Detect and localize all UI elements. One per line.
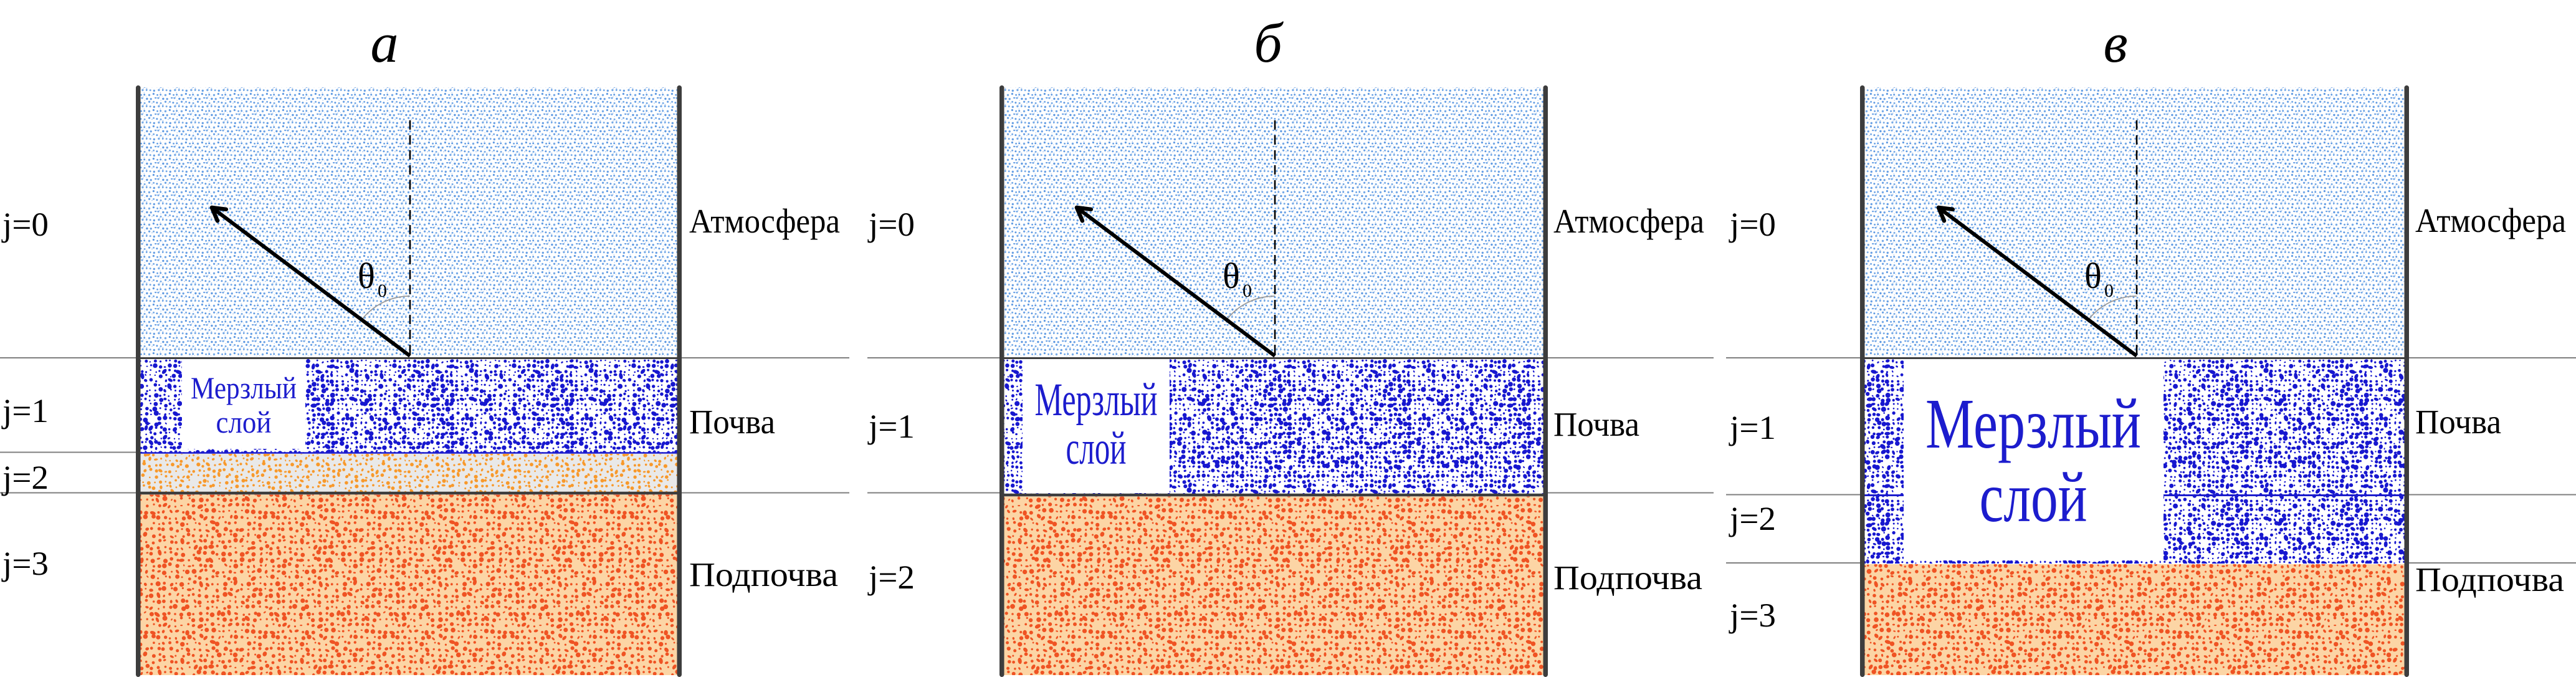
svg-text:Мерзлый: Мерзлый <box>191 370 297 405</box>
svg-text:Мерзлый: Мерзлый <box>1035 374 1158 426</box>
svg-text:а: а <box>371 12 399 74</box>
svg-text:в: в <box>2103 12 2127 74</box>
svg-text:слой: слой <box>216 405 272 439</box>
svg-text:б: б <box>1254 12 1284 74</box>
svg-text:j=0: j=0 <box>867 206 915 243</box>
svg-text:j=2: j=2 <box>867 559 915 596</box>
svg-text:j=1: j=1 <box>1729 409 1776 446</box>
svg-text:Подпочва: Подпочва <box>689 555 838 593</box>
svg-text:θ: θ <box>358 256 375 296</box>
svg-text:Подпочва: Подпочва <box>1553 559 1702 597</box>
svg-text:Атмосфера: Атмосфера <box>2415 201 2566 239</box>
svg-text:Атмосфера: Атмосфера <box>689 202 840 240</box>
svg-text:j=0: j=0 <box>1729 206 1776 243</box>
svg-text:j=1: j=1 <box>867 408 915 445</box>
svg-text:θ: θ <box>2084 256 2102 296</box>
svg-text:j=1: j=1 <box>1 392 49 430</box>
svg-text:0: 0 <box>378 281 387 301</box>
svg-text:j=3: j=3 <box>1 545 49 582</box>
svg-text:Мерзлый: Мерзлый <box>1925 384 2141 463</box>
svg-text:Подпочва: Подпочва <box>2415 560 2564 598</box>
svg-text:0: 0 <box>1243 281 1252 301</box>
svg-text:θ: θ <box>1223 256 1240 296</box>
svg-text:0: 0 <box>2104 281 2114 301</box>
svg-text:Почва: Почва <box>2415 403 2501 441</box>
svg-text:j=2: j=2 <box>1 459 49 496</box>
svg-text:Атмосфера: Атмосфера <box>1553 202 1704 240</box>
svg-text:j=2: j=2 <box>1729 500 1776 537</box>
svg-text:Почва: Почва <box>1553 405 1639 443</box>
svg-text:j=0: j=0 <box>1 206 49 243</box>
svg-text:Почва: Почва <box>689 403 775 441</box>
svg-text:слой: слой <box>1066 423 1127 474</box>
svg-text:слой: слой <box>1980 458 2087 537</box>
svg-text:j=3: j=3 <box>1729 597 1776 634</box>
